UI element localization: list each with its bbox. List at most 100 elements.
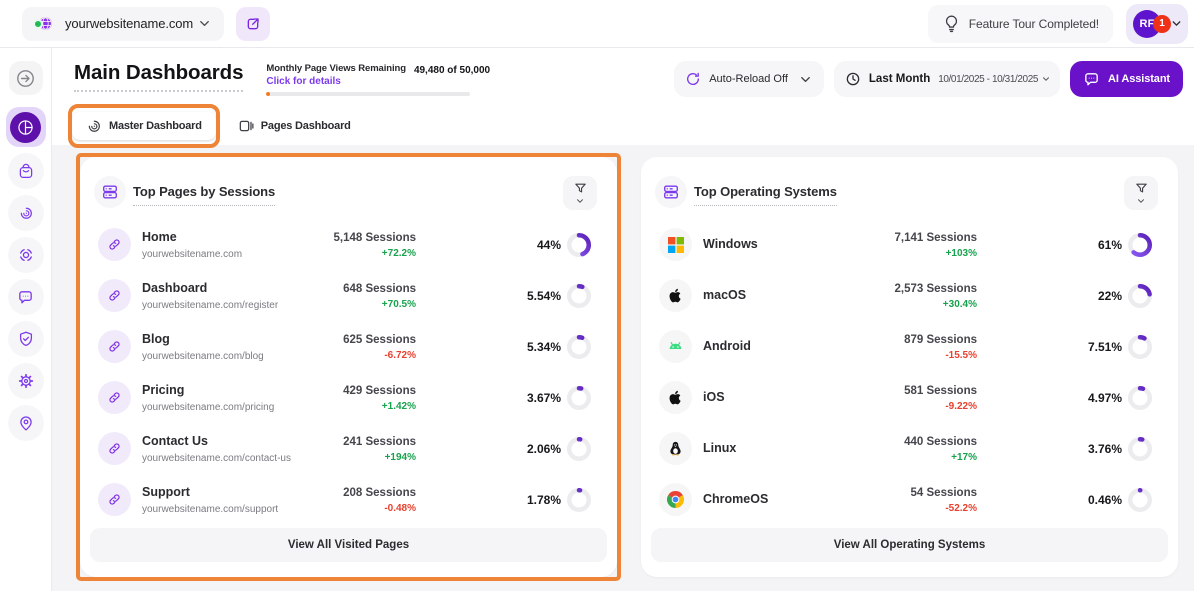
row-change: -9.22% — [945, 400, 977, 412]
topbar-right: Feature Tour Completed! RF 1 — [927, 3, 1194, 44]
link-icon — [98, 432, 131, 465]
table-row[interactable]: macOS 2,573 Sessions +30.4% 22% — [641, 279, 1178, 312]
site-selector[interactable]: yourwebsitename.com — [22, 6, 224, 41]
ai-assistant-label: AI Assistant — [1108, 73, 1170, 85]
filter-button[interactable] — [563, 176, 597, 210]
chevron-down-icon — [197, 16, 212, 31]
row-name: ChromeOS — [703, 492, 769, 506]
view-all-button[interactable]: View All Visited Pages — [90, 528, 607, 562]
row-sessions-block: 7,141 Sessions +103% — [827, 231, 977, 259]
clock-icon — [845, 71, 861, 87]
chat-icon — [1083, 71, 1100, 88]
chevron-down-icon — [575, 196, 585, 206]
sidebar-item-gear[interactable] — [7, 363, 44, 399]
card-header: Top Pages by Sessions — [80, 157, 617, 210]
row-url: yourwebsitename.com/contact-us — [142, 452, 291, 464]
sidebar-item-capture[interactable] — [7, 237, 44, 273]
spiral-icon — [18, 205, 34, 221]
row-url: yourwebsitename.com/register — [142, 299, 279, 311]
table-row[interactable]: Dashboard yourwebsitename.com/register 6… — [80, 279, 617, 312]
notification-badge: 1 — [1153, 14, 1171, 33]
gear-icon — [17, 372, 35, 390]
chevron-down-icon — [1170, 17, 1183, 30]
date-range-select[interactable]: Last Month 10/01/2025 - 10/31/2025 — [833, 61, 1061, 97]
card-title: Top Pages by Sessions — [133, 184, 275, 206]
view-all-button[interactable]: View All Operating Systems — [651, 528, 1168, 562]
row-name-block: Support yourwebsitename.com/support — [142, 484, 278, 515]
row-name: Blog — [142, 331, 170, 346]
period-label: Last Month — [868, 73, 931, 85]
sidebar — [0, 48, 52, 591]
globe-icon — [33, 14, 56, 34]
row-share: 0.46% — [1087, 492, 1122, 507]
row-name: Windows — [703, 237, 758, 251]
sidebar-item-chat[interactable] — [7, 279, 44, 315]
table-row[interactable]: Blog yourwebsitename.com/blog 625 Sessio… — [80, 330, 617, 363]
sidebar-item-spiral[interactable] — [7, 195, 44, 231]
table-row[interactable]: Linux 440 Sessions +17% 3.76% — [641, 432, 1178, 465]
row-sessions-block: 54 Sessions -52.2% — [827, 486, 977, 514]
usage-value: 49,480 of 50,000 — [413, 65, 491, 76]
link-icon — [98, 228, 131, 261]
row-sessions: 625 Sessions — [343, 333, 416, 346]
bag-icon — [17, 162, 35, 180]
share-ring — [1128, 436, 1152, 461]
row-name-block: Dashboard yourwebsitename.com/register — [142, 281, 279, 311]
row-change: +103% — [945, 247, 977, 259]
table-row[interactable]: Home yourwebsitename.com 5,148 Sessions … — [80, 228, 617, 261]
sidebar-item-pin-user[interactable] — [7, 405, 44, 441]
row-change: +17% — [951, 451, 977, 463]
feature-tour-button[interactable]: Feature Tour Completed! — [927, 4, 1113, 43]
row-name: Linux — [703, 441, 737, 455]
table-row[interactable]: Windows 7,141 Sessions +103% 61% — [641, 228, 1178, 261]
expand-icon — [15, 68, 36, 89]
server-icon — [94, 176, 126, 208]
shield-check-icon — [17, 330, 35, 348]
row-change: +72.2% — [381, 247, 416, 259]
usage-labels: Monthly Page Views Remaining Click for d… — [266, 63, 406, 88]
row-name-block: Contact Us yourwebsitename.com/contact-u… — [142, 433, 291, 464]
row-change: +30.4% — [942, 298, 977, 310]
table-row[interactable]: Support yourwebsitename.com/support 208 … — [80, 483, 617, 516]
user-menu[interactable]: RF 1 — [1126, 3, 1188, 44]
tab-label: Master Dashboard — [109, 120, 202, 132]
site-name: yourwebsitename.com — [65, 16, 194, 31]
auto-reload-select[interactable]: Auto-Reload Off — [674, 61, 824, 97]
share-ring — [567, 385, 591, 410]
tab-master-dashboard[interactable]: Master Dashboard — [68, 104, 220, 148]
table-row[interactable]: ChromeOS 54 Sessions -52.2% 0.46% — [641, 483, 1178, 516]
usage-details-link[interactable]: Click for details — [266, 76, 341, 87]
usage-widget: Monthly Page Views Remaining Click for d… — [266, 63, 490, 96]
android-icon — [659, 330, 692, 363]
tab-pages-dashboard[interactable]: Pages Dashboard — [224, 112, 365, 140]
ai-assistant-button[interactable]: AI Assistant — [1070, 61, 1183, 97]
row-change: -52.2% — [945, 502, 977, 514]
sidebar-item-dashboards-active[interactable] — [5, 107, 46, 147]
table-row[interactable]: iOS 581 Sessions -9.22% 4.97% — [641, 381, 1178, 414]
row-change: -15.5% — [945, 349, 977, 361]
sidebar-expand-button[interactable] — [8, 61, 43, 95]
row-name: Android — [703, 339, 751, 353]
row-share: 61% — [1097, 237, 1122, 252]
row-name-block: Blog yourwebsitename.com/blog — [142, 332, 266, 362]
row-name: Contact Us — [142, 433, 208, 448]
open-site-button[interactable] — [236, 6, 270, 41]
sidebar-item-bag[interactable] — [7, 153, 44, 189]
row-share: 5.34% — [526, 339, 561, 354]
table-row[interactable]: Contact Us yourwebsitename.com/contact-u… — [80, 432, 617, 465]
row-share: 4.97% — [1087, 390, 1122, 405]
row-sessions: 7,141 Sessions — [894, 231, 977, 244]
row-name: macOS — [703, 288, 747, 302]
row-name: Support — [142, 484, 190, 499]
sidebar-item-shield-check[interactable] — [7, 321, 44, 357]
row-name-block: ChromeOS — [703, 492, 827, 507]
table-row[interactable]: Android 879 Sessions -15.5% 7.51% — [641, 330, 1178, 363]
row-name-block: iOS — [703, 390, 827, 405]
feature-tour-label: Feature Tour Completed! — [968, 16, 1099, 31]
row-sessions-block: 879 Sessions -15.5% — [827, 333, 977, 361]
table-row[interactable]: Pricing yourwebsitename.com/pricing 429 … — [80, 381, 617, 414]
link-icon — [98, 330, 131, 363]
filter-button[interactable] — [1124, 176, 1158, 210]
pages-icon — [238, 118, 254, 134]
row-share: 22% — [1097, 288, 1122, 303]
